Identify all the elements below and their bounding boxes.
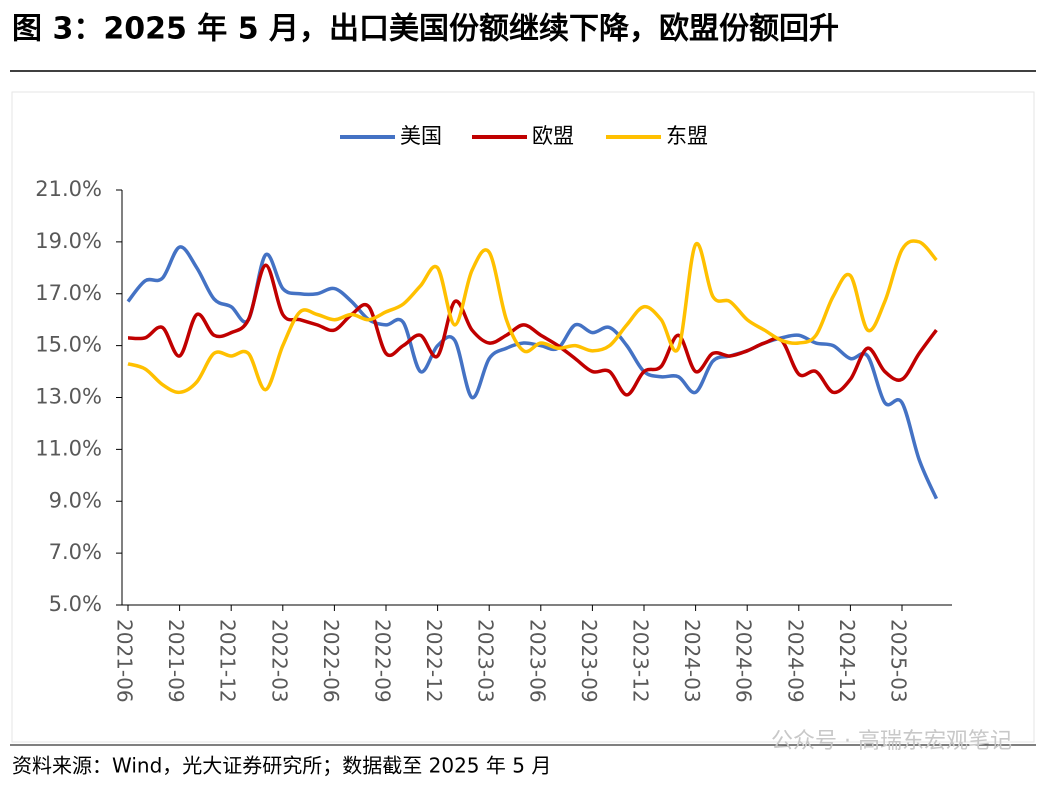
legend-label: 美国 xyxy=(400,124,442,148)
y-tick-label: 21.0% xyxy=(35,177,102,201)
x-tick-label: 2024-12 xyxy=(835,619,859,703)
x-tick-label: 2022-12 xyxy=(422,619,446,703)
y-tick-label: 9.0% xyxy=(49,488,102,512)
x-tick-label: 2025-03 xyxy=(887,619,911,703)
x-tick-label: 2024-09 xyxy=(783,619,807,703)
legend-label: 东盟 xyxy=(666,124,708,148)
x-tick-label: 2021-06 xyxy=(113,619,137,703)
y-tick-label: 19.0% xyxy=(35,229,102,253)
x-tick-label: 2021-09 xyxy=(164,619,188,703)
y-tick-label: 15.0% xyxy=(35,333,102,357)
y-tick-label: 11.0% xyxy=(35,436,102,460)
y-tick-label: 5.0% xyxy=(49,592,102,616)
x-tick-label: 2021-12 xyxy=(216,619,240,703)
series-line xyxy=(126,245,939,500)
x-tick-label: 2022-03 xyxy=(267,619,291,703)
series-line xyxy=(127,263,938,397)
x-tick-label: 2023-03 xyxy=(474,619,498,703)
y-tick-label: 17.0% xyxy=(35,281,102,305)
x-tick-label: 2023-06 xyxy=(525,619,549,703)
source-note: 资料来源：Wind，光大证券研究所；数据截至 2025 年 5 月 xyxy=(12,754,551,778)
x-tick-label: 2023-09 xyxy=(577,619,601,703)
x-tick-label: 2024-06 xyxy=(732,619,756,703)
y-tick-label: 7.0% xyxy=(49,540,102,564)
x-tick-label: 2024-03 xyxy=(680,619,704,703)
series-line xyxy=(127,239,938,395)
plot-frame xyxy=(11,91,1035,743)
x-tick-label: 2022-09 xyxy=(371,619,395,703)
y-tick-label: 13.0% xyxy=(35,385,102,409)
x-tick-label: 2022-06 xyxy=(319,619,343,703)
legend-label: 欧盟 xyxy=(532,124,574,148)
chart-title: 图 3：2025 年 5 月，出口美国份额继续下降，欧盟份额回升 xyxy=(12,12,839,47)
watermark: 公众号 · 高瑞东宏观笔记 xyxy=(771,729,1012,754)
x-tick-label: 2023-12 xyxy=(629,619,653,703)
